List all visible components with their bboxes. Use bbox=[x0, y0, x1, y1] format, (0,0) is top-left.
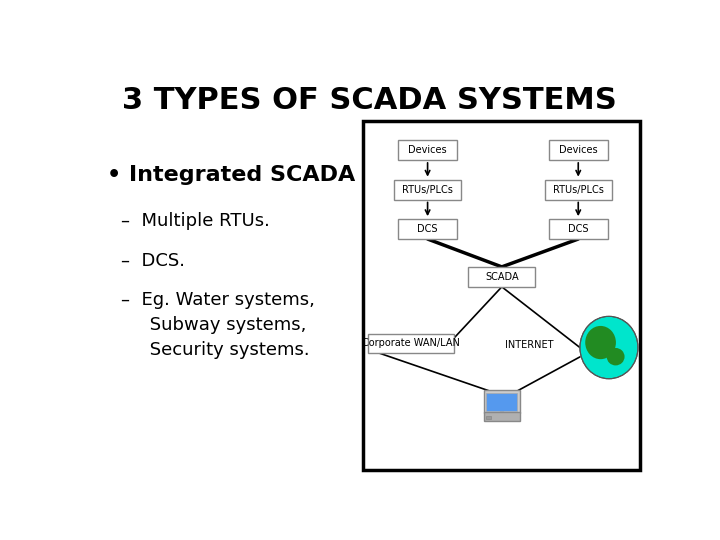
Bar bbox=[545, 180, 612, 199]
Text: Devices: Devices bbox=[559, 145, 598, 155]
Text: –  Multiple RTUs.: – Multiple RTUs. bbox=[121, 212, 269, 231]
Ellipse shape bbox=[607, 348, 624, 366]
Text: RTUs/PLCs: RTUs/PLCs bbox=[553, 185, 603, 194]
Text: DCS: DCS bbox=[568, 224, 588, 234]
Bar bbox=[368, 334, 454, 353]
Bar bbox=[484, 390, 520, 413]
Text: Corporate WAN/LAN: Corporate WAN/LAN bbox=[362, 339, 460, 348]
Bar bbox=[398, 219, 457, 239]
Bar bbox=[549, 219, 608, 239]
Bar bbox=[486, 416, 492, 420]
Bar bbox=[549, 140, 608, 160]
Text: –  DCS.: – DCS. bbox=[121, 252, 185, 270]
Text: • Integrated SCADA: • Integrated SCADA bbox=[107, 165, 355, 185]
Bar bbox=[468, 267, 535, 287]
Text: –  Eg. Water systems,
     Subway systems,
     Security systems.: – Eg. Water systems, Subway systems, Sec… bbox=[121, 292, 315, 360]
Bar bbox=[487, 393, 517, 411]
Text: SCADA: SCADA bbox=[485, 272, 518, 282]
Text: INTERNET: INTERNET bbox=[505, 340, 553, 350]
Text: RTUs/PLCs: RTUs/PLCs bbox=[402, 185, 453, 194]
Ellipse shape bbox=[585, 326, 616, 359]
Ellipse shape bbox=[580, 316, 638, 379]
Text: Devices: Devices bbox=[408, 145, 447, 155]
Bar bbox=[398, 140, 457, 160]
Text: 3 TYPES OF SCADA SYSTEMS: 3 TYPES OF SCADA SYSTEMS bbox=[122, 85, 616, 114]
Bar bbox=[394, 180, 461, 199]
Bar bbox=[364, 121, 639, 470]
Bar bbox=[484, 412, 520, 421]
Text: DCS: DCS bbox=[418, 224, 438, 234]
